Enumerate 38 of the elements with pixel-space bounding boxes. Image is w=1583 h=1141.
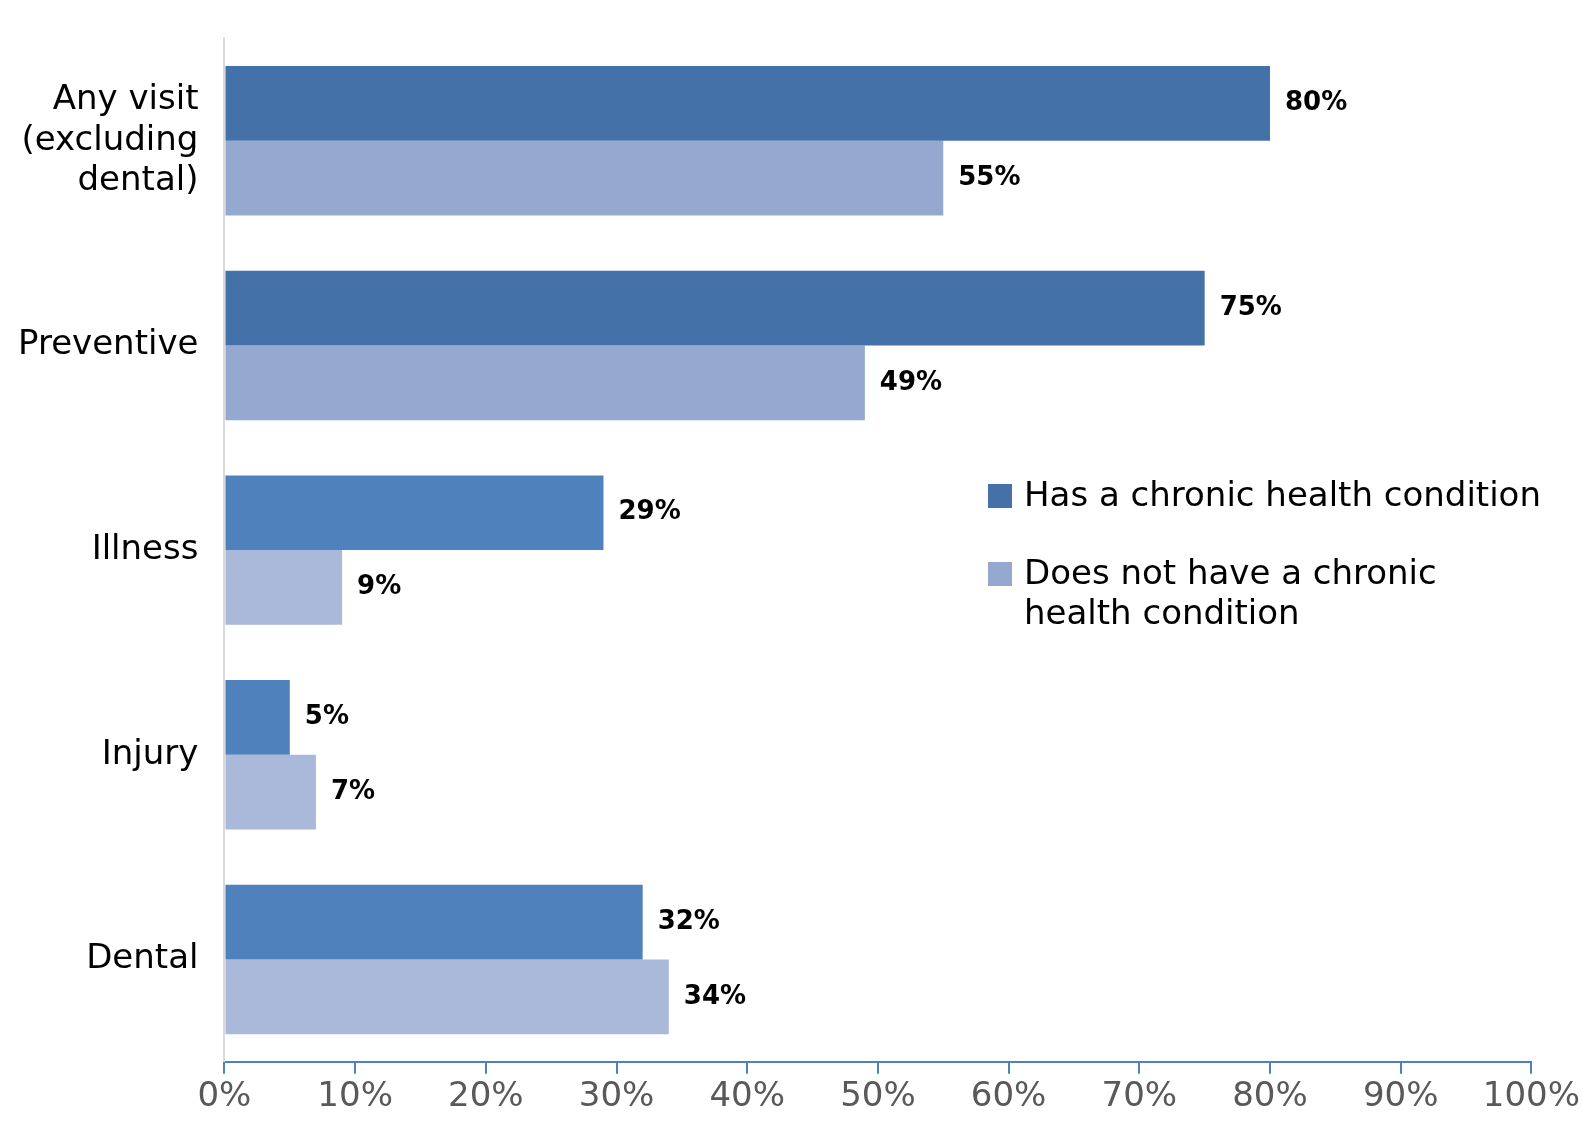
y-tick-label: Illness	[91, 526, 199, 567]
data-label: 34%	[683, 979, 747, 1010]
bar	[225, 140, 944, 216]
data-label: 49%	[879, 365, 943, 396]
y-tick-label: Injury	[101, 731, 199, 772]
x-tick-label: 30%	[578, 1074, 655, 1115]
data-label: 9%	[357, 570, 402, 601]
x-tick-label: 40%	[709, 1074, 786, 1115]
bar	[225, 475, 604, 551]
bar	[225, 754, 316, 830]
legend-label: Has a chronic health condition	[1024, 474, 1541, 514]
x-tick-label: 0%	[197, 1074, 252, 1115]
bar	[225, 345, 865, 421]
data-label: 80%	[1285, 86, 1348, 117]
x-tick-label: 90%	[1362, 1074, 1439, 1115]
data-label: 55%	[958, 160, 1021, 191]
data-label: 75%	[1219, 290, 1282, 321]
data-label: 32%	[657, 904, 720, 935]
x-tick-label: 20%	[448, 1074, 524, 1115]
y-tick-label: Any visit (excluding dental)	[21, 76, 199, 199]
x-tick-label: 10%	[317, 1074, 393, 1115]
data-label: 29%	[618, 495, 681, 526]
bar	[225, 884, 643, 960]
data-label: 7%	[330, 774, 376, 805]
y-tick-label: Dental	[86, 936, 199, 977]
bar	[225, 66, 1271, 141]
y-tick-label: Preventive	[17, 322, 199, 363]
bar	[225, 550, 343, 625]
bar	[225, 680, 290, 755]
x-tick-label: 100%	[1482, 1074, 1580, 1115]
legend-label: Does not have a chronic health condition	[1024, 552, 1438, 632]
x-tick-label: 70%	[1101, 1074, 1178, 1115]
x-tick-label: 80%	[1232, 1074, 1308, 1115]
data-label: 5%	[304, 700, 349, 731]
x-tick-label: 50%	[840, 1074, 916, 1115]
bar	[225, 959, 669, 1035]
bar	[225, 270, 1205, 346]
x-tick-label: 60%	[970, 1074, 1047, 1115]
